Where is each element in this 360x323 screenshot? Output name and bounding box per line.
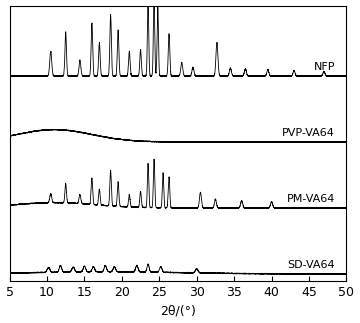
X-axis label: 2θ/(°): 2θ/(°) xyxy=(160,305,196,318)
Text: PVP-VA64: PVP-VA64 xyxy=(282,129,335,139)
Text: SD-VA64: SD-VA64 xyxy=(288,260,335,270)
Text: PM-VA64: PM-VA64 xyxy=(287,194,335,204)
Text: NFP: NFP xyxy=(314,62,335,72)
